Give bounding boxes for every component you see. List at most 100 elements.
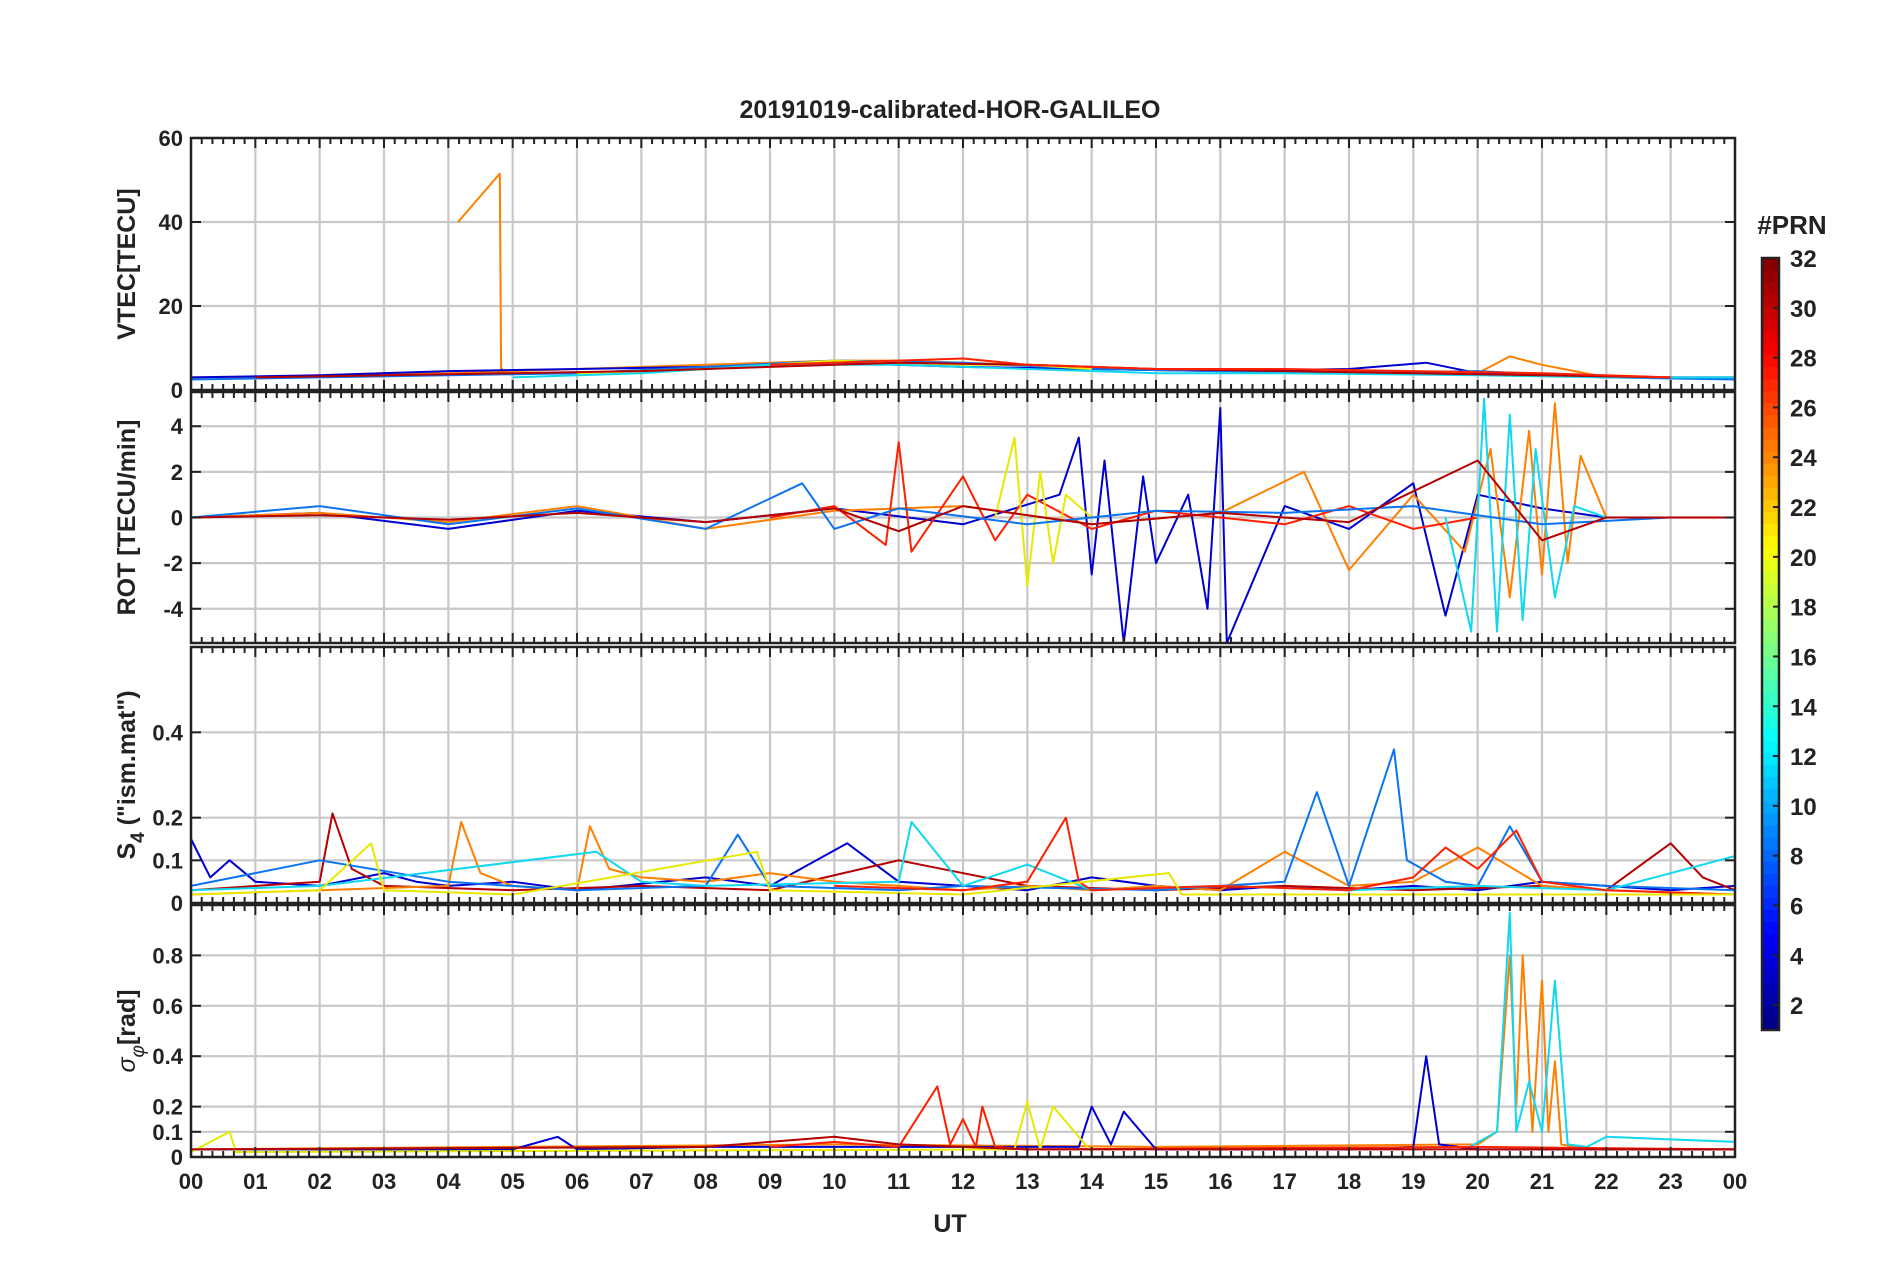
y-tick-label: 0 [171, 378, 183, 403]
colorbar-swatch [1762, 402, 1779, 416]
colorbar-swatch [1762, 752, 1779, 766]
colorbar-swatch [1762, 776, 1779, 790]
colorbar-swatch [1762, 487, 1779, 500]
axes-frame [189, 390, 1737, 645]
x-tick-label: 09 [758, 1169, 782, 1194]
y-tick-label: 0.1 [152, 1120, 183, 1145]
series-line-prn-9 [191, 359, 1735, 381]
x-tick-label: 23 [1658, 1169, 1682, 1194]
series-line-prn-20 [994, 436, 1093, 587]
series-line-prn-26 [769, 1085, 1735, 1151]
y-tick-label: 0.2 [152, 1095, 183, 1120]
x-tick-label: 07 [629, 1169, 653, 1194]
x-tick-label: 05 [500, 1169, 524, 1194]
colorbar-tick-label: 8 [1790, 844, 1803, 871]
colorbar-swatch [1762, 812, 1779, 826]
colorbar-swatch [1762, 559, 1779, 573]
series-line-prn-9 [191, 748, 1735, 892]
y-tick-label: 0.1 [152, 848, 183, 873]
colorbar-tick-label: 18 [1790, 595, 1817, 622]
colorbar-swatch [1762, 270, 1779, 283]
series-line-prn-26 [769, 441, 1478, 553]
colorbar-tick-label: 12 [1790, 744, 1817, 771]
colorbar-swatch [1762, 1017, 1779, 1031]
colorbar-swatch [1762, 873, 1779, 886]
colorbar-tick-label: 16 [1790, 644, 1817, 671]
colorbar-swatch [1762, 595, 1779, 609]
colorbar-swatch [1762, 583, 1779, 597]
x-tick-label: 13 [1015, 1169, 1039, 1194]
panel-s4: 0 0.1 0.2 0.4S4 ("ism.mat") [113, 645, 1737, 916]
colorbar-swatch [1762, 378, 1779, 392]
colorbar-swatch [1762, 475, 1779, 488]
y-tick-label: 60 [159, 126, 183, 151]
colorbar-swatch [1762, 330, 1779, 344]
axes-frame [189, 645, 1737, 905]
colorbar-swatch [1762, 1005, 1779, 1019]
y-tick-label: -2 [163, 551, 183, 576]
colorbar-tick-label: 24 [1790, 445, 1817, 472]
series-line-prn-22 [457, 172, 503, 370]
colorbar-swatch [1762, 824, 1779, 838]
x-tick-label: 12 [951, 1169, 975, 1194]
colorbar-tick-label: 28 [1790, 346, 1817, 373]
series-line-prn-26 [834, 816, 1735, 896]
y-tick-label: 0.4 [152, 720, 183, 745]
colorbar-swatch [1762, 294, 1779, 307]
colorbar-swatch [1762, 631, 1779, 645]
series-group [191, 397, 1735, 643]
colorbar-swatch [1762, 499, 1779, 512]
colorbar-swatch [1762, 656, 1779, 669]
x-tick-label: 15 [1144, 1169, 1168, 1194]
colorbar-tick-label: 10 [1790, 794, 1817, 821]
colorbar-swatch [1762, 619, 1779, 633]
colorbar-swatch [1762, 897, 1779, 910]
colorbar-swatch [1762, 716, 1779, 730]
series-line-prn-22 [191, 820, 1735, 896]
colorbar-swatch [1762, 800, 1779, 814]
colorbar-swatch [1762, 788, 1779, 802]
y-tick-label: 0 [171, 891, 183, 916]
colorbar-tick-label: 14 [1790, 694, 1817, 721]
colorbar-swatch [1762, 547, 1779, 561]
y-tick-label: 0.2 [152, 806, 183, 831]
colorbar-tick-label: 4 [1790, 943, 1804, 970]
x-tick-label: 03 [372, 1169, 396, 1194]
y-axis-label: ROT [TECU/min] [113, 420, 141, 616]
panel-rot: -4 -2 0 2 4 ROT [TECU/min] [113, 390, 1737, 645]
x-tick-label: 22 [1594, 1169, 1618, 1194]
colorbar-swatch [1762, 463, 1779, 476]
colorbar-swatch [1762, 318, 1779, 331]
x-tick-label: 01 [243, 1169, 267, 1194]
x-tick-label: 11 [887, 1169, 910, 1194]
series-line-prn-20 [191, 1100, 1093, 1153]
colorbar-label: #PRN [1757, 210, 1826, 240]
x-tick-label: 14 [1079, 1169, 1104, 1194]
axes-frame [189, 136, 1737, 392]
colorbar-swatch [1762, 909, 1779, 923]
y-tick-label: 0 [171, 506, 183, 531]
colorbar-swatch [1762, 342, 1779, 356]
colorbar-swatch [1762, 921, 1779, 935]
colorbar-swatch [1762, 933, 1779, 947]
colorbar-swatch [1762, 644, 1779, 657]
x-tick-label: 17 [1272, 1169, 1296, 1194]
x-tick-label: 10 [822, 1169, 846, 1194]
x-axis: 00 01 02 03 04 05 06 07 08 09 10 11 12 13 14 15 16 17 18 19… [179, 1169, 1747, 1194]
colorbar-swatch [1762, 571, 1779, 585]
y-tick-label: -4 [163, 597, 183, 622]
colorbar-swatch [1762, 945, 1779, 959]
colorbar-swatch [1762, 282, 1779, 295]
colorbar-tick-label: 26 [1790, 395, 1817, 422]
x-tick-label: 08 [693, 1169, 717, 1194]
y-tick-label: 0 [171, 1145, 183, 1170]
axes-frame [189, 903, 1737, 1159]
y-tick-label: 0.8 [152, 943, 183, 968]
colorbar-swatch [1762, 740, 1779, 754]
colorbar-tick-label: 30 [1790, 296, 1817, 323]
panel-vtec: 0 20 40 60 VTEC[TECU] [113, 126, 1737, 403]
colorbar-swatch [1762, 981, 1779, 995]
